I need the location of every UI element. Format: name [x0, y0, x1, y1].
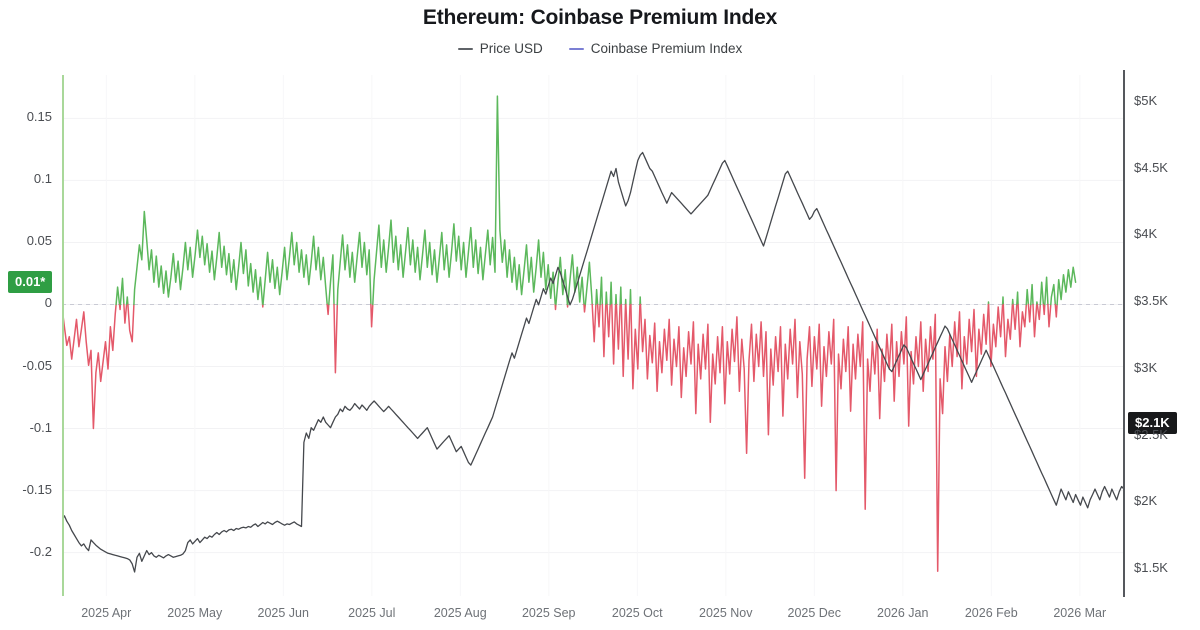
plot-svg: [62, 75, 1124, 596]
y-axis-right-tick: $1.5K: [1134, 560, 1168, 576]
x-axis-tick: 2025 Aug: [433, 606, 487, 620]
x-axis-tick: 2025 Nov: [698, 606, 753, 620]
y-axis-left-tick: -0.15: [22, 481, 52, 497]
y-axis-left-tick: -0.05: [22, 357, 52, 373]
y-axis-right-tick: $5K: [1134, 92, 1158, 108]
x-axis-tick: 2025 Jul: [348, 606, 396, 620]
y-axis-left-tick: 0.1: [33, 171, 52, 187]
x-axis-tick: 2025 Jun: [257, 606, 309, 620]
plot-area: [62, 75, 1124, 596]
y-axis-left-line: [62, 75, 64, 596]
chart-title: Ethereum: Coinbase Premium Index: [422, 6, 778, 29]
x-axis-tick: 2026 Feb: [964, 606, 1018, 620]
x-axis-tick: 2026 Mar: [1053, 606, 1107, 620]
x-axis-tick: 2025 Oct: [611, 606, 663, 620]
legend-item-coinbase-premium-index[interactable]: Coinbase Premium Index: [568, 41, 743, 56]
y-axis-right-tick: $2.5K: [1134, 426, 1168, 442]
chart-legend: Price USD Coinbase Premium Index: [0, 41, 1200, 56]
y-axis-right-tick: $3K: [1134, 359, 1158, 375]
y-axis-left-tick: 0: [44, 295, 52, 311]
legend-label-coinbase-premium-index: Coinbase Premium Index: [590, 41, 743, 56]
x-axis-tick: 2026 Jan: [877, 606, 929, 620]
y-axis-right-tick: $2K: [1134, 493, 1158, 509]
legend-swatch-coinbase-premium-index: [568, 47, 584, 50]
y-axis-right-tick: $4K: [1134, 226, 1158, 242]
x-axis-tick: 2025 Sep: [521, 606, 576, 620]
legend-label-price-usd: Price USD: [479, 41, 543, 56]
legend-swatch-price-usd: [457, 47, 473, 50]
y-axis-right-tick: $3.5K: [1134, 293, 1168, 309]
y-axis-left-tick: 0.05: [26, 233, 52, 249]
y-axis-right-line: [1123, 70, 1125, 597]
x-axis-tick: 2025 May: [167, 606, 223, 620]
y-axis-right-tick: $4.5K: [1134, 159, 1168, 175]
y-axis-left-tick: 0.15: [26, 109, 52, 125]
legend-item-price-usd[interactable]: Price USD: [457, 41, 543, 56]
x-axis-tick: 2025 Apr: [81, 606, 132, 620]
current-price-badge: $2.1K: [1128, 412, 1177, 434]
x-axis-tick: 2025 Dec: [787, 606, 842, 620]
y-axis-left-tick: -0.1: [29, 419, 52, 435]
y-axis-left-tick: -0.2: [29, 543, 52, 559]
current-premium-badge: 0.01*: [8, 271, 53, 293]
